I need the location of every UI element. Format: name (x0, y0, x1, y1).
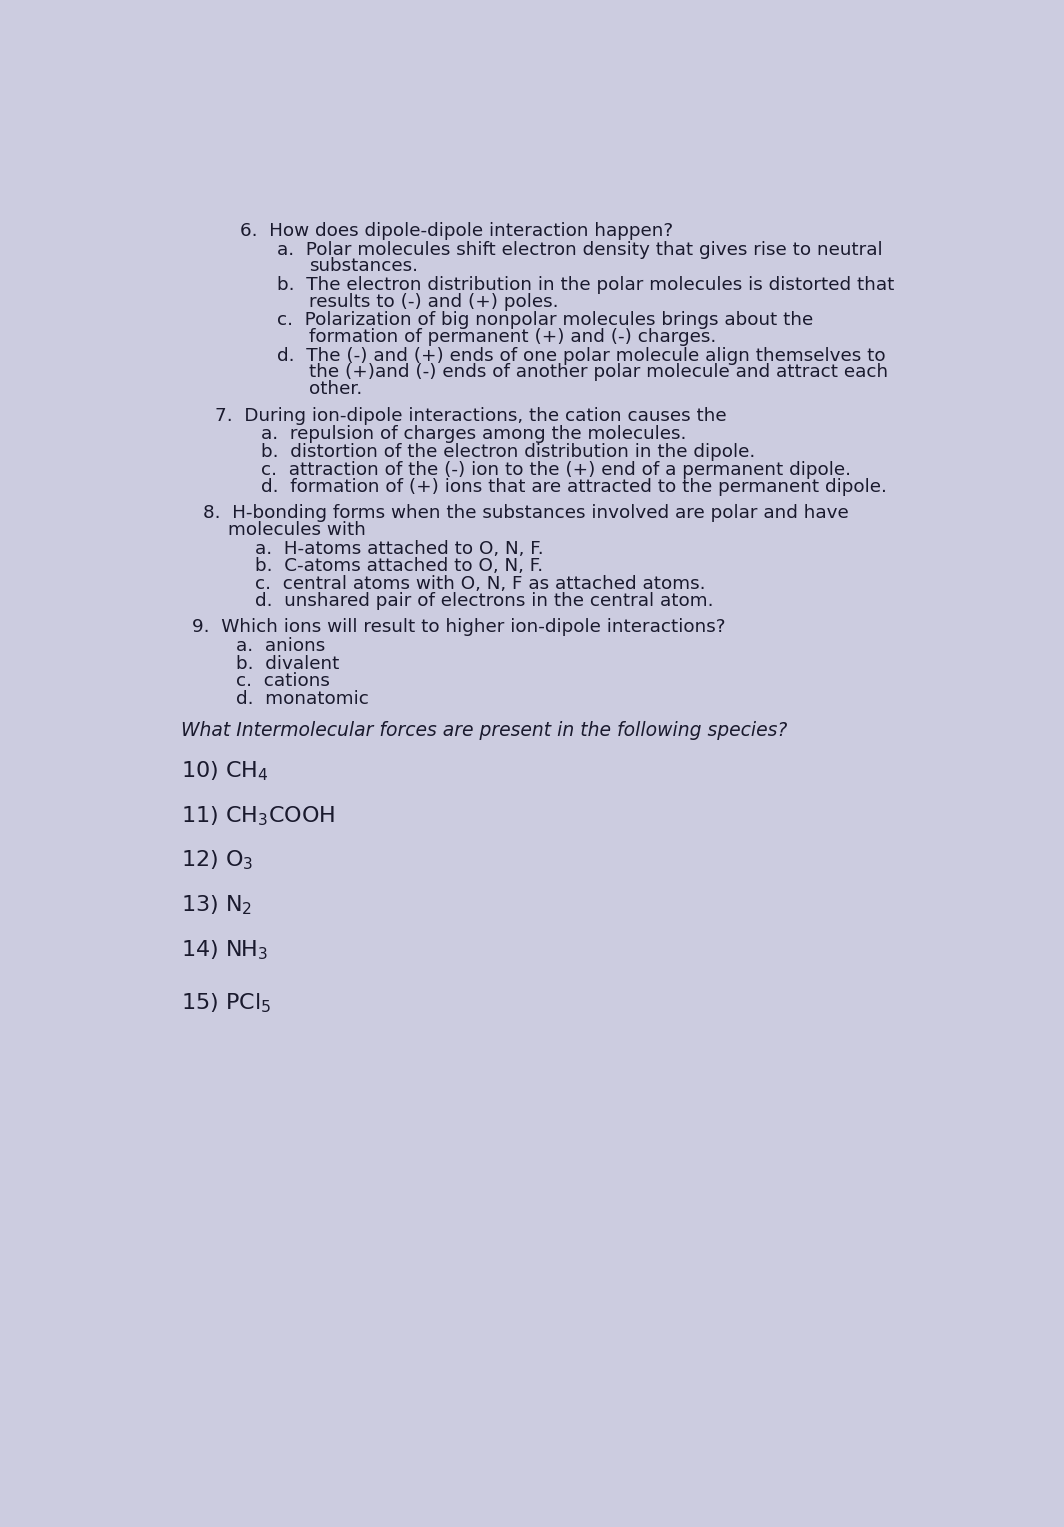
Text: a.  Polar molecules shift electron density that gives rise to neutral: a. Polar molecules shift electron densit… (278, 241, 883, 260)
Text: d.  formation of (+) ions that are attracted to the permanent dipole.: d. formation of (+) ions that are attrac… (261, 478, 886, 496)
Text: d.  unshared pair of electrons in the central atom.: d. unshared pair of electrons in the cen… (255, 592, 714, 611)
Text: 7.  During ion-dipole interactions, the cation causes the: 7. During ion-dipole interactions, the c… (215, 406, 727, 425)
Text: a.  anions: a. anions (236, 637, 326, 655)
Text: c.  cations: c. cations (236, 672, 330, 690)
Text: 11) CH$_3$COOH: 11) CH$_3$COOH (181, 805, 335, 828)
Text: b.  The electron distribution in the polar molecules is distorted that: b. The electron distribution in the pola… (278, 276, 895, 295)
Text: the (+)and (-) ends of another polar molecule and attract each: the (+)and (-) ends of another polar mol… (309, 363, 887, 382)
Text: other.: other. (309, 380, 362, 397)
Text: d.  The (-) and (+) ends of one polar molecule align themselves to: d. The (-) and (+) ends of one polar mol… (278, 347, 886, 365)
Text: results to (-) and (+) poles.: results to (-) and (+) poles. (309, 293, 559, 310)
Text: 13) N$_2$: 13) N$_2$ (181, 893, 252, 918)
Text: c.  Polarization of big nonpolar molecules brings about the: c. Polarization of big nonpolar molecule… (278, 312, 814, 330)
Text: a.  H-atoms attached to O, N, F.: a. H-atoms attached to O, N, F. (255, 539, 544, 557)
Text: 6.  How does dipole-dipole interaction happen?: 6. How does dipole-dipole interaction ha… (240, 221, 674, 240)
Text: 8.  H-bonding forms when the substances involved are polar and have: 8. H-bonding forms when the substances i… (203, 504, 849, 522)
Text: formation of permanent (+) and (-) charges.: formation of permanent (+) and (-) charg… (309, 328, 716, 345)
Text: molecules with: molecules with (228, 521, 366, 539)
Text: What Intermolecular forces are present in the following species?: What Intermolecular forces are present i… (181, 721, 787, 739)
Text: d.  monatomic: d. monatomic (236, 690, 369, 709)
Text: 12) O$_3$: 12) O$_3$ (181, 849, 253, 872)
Text: 10) CH$_4$: 10) CH$_4$ (181, 759, 268, 783)
Text: b.  C-atoms attached to O, N, F.: b. C-atoms attached to O, N, F. (255, 557, 543, 576)
Text: 14) NH$_3$: 14) NH$_3$ (181, 938, 268, 962)
Text: b.  distortion of the electron distribution in the dipole.: b. distortion of the electron distributi… (261, 443, 755, 461)
Text: b.  divalent: b. divalent (236, 655, 339, 673)
Text: 15) PCl$_5$: 15) PCl$_5$ (181, 991, 271, 1014)
Text: substances.: substances. (309, 258, 418, 275)
Text: a.  repulsion of charges among the molecules.: a. repulsion of charges among the molecu… (261, 426, 686, 443)
Text: 9.  Which ions will result to higher ion-dipole interactions?: 9. Which ions will result to higher ion-… (193, 618, 726, 637)
Text: c.  attraction of the (-) ion to the (+) end of a permanent dipole.: c. attraction of the (-) ion to the (+) … (261, 461, 851, 479)
Text: c.  central atoms with O, N, F as attached atoms.: c. central atoms with O, N, F as attache… (255, 574, 705, 592)
